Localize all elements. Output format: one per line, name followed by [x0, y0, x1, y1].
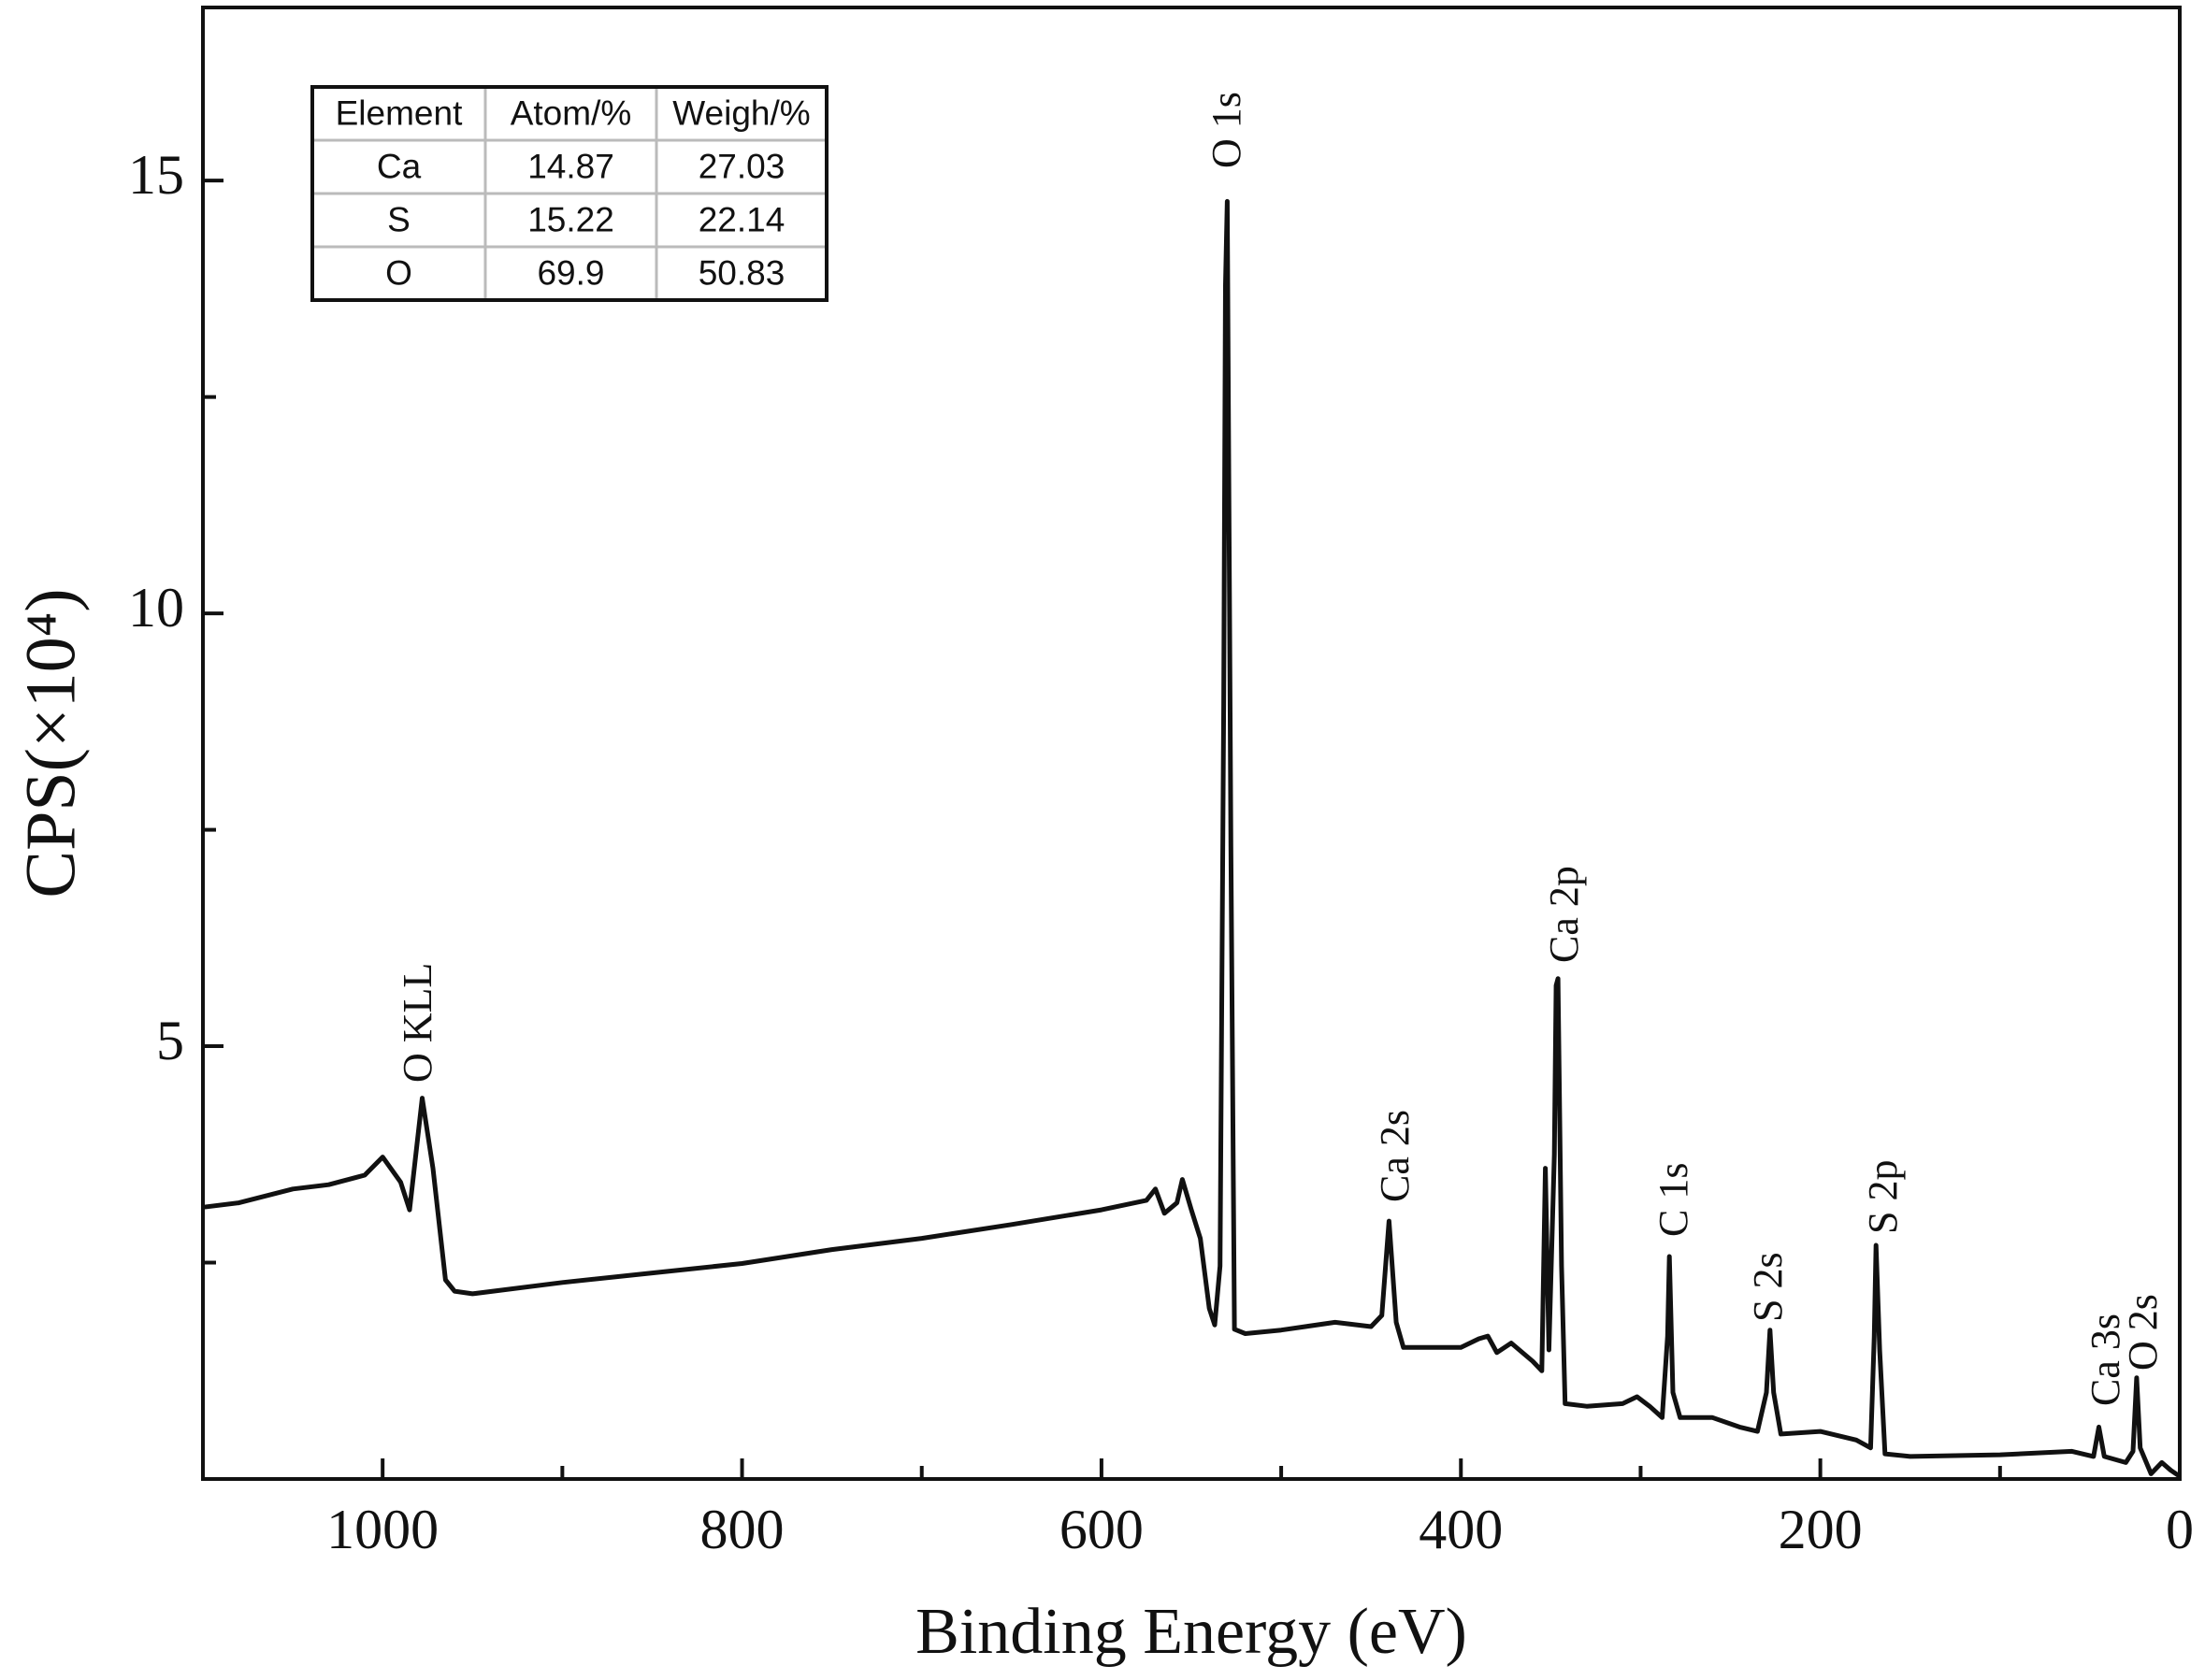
x-tick-label: 1000: [326, 1499, 439, 1560]
x-tick-label: 0: [2166, 1499, 2194, 1560]
table-border: [310, 85, 829, 302]
table-cell: Ca: [377, 147, 422, 185]
table-cell: 50.83: [699, 253, 785, 292]
y-axis-title: CPS(×10⁴): [11, 588, 90, 897]
peak-label: O 1s: [1203, 92, 1249, 168]
table-cell: 14.87: [527, 147, 614, 185]
table-cell: 22.14: [699, 200, 785, 238]
y-tick-label: 15: [128, 144, 184, 206]
x-tick-label: 200: [1779, 1499, 1863, 1560]
spectrum-line: [202, 198, 2182, 1479]
table-cell: 15.22: [527, 200, 614, 238]
peak-label: O KLL: [395, 963, 440, 1083]
peak-label: O 2s: [2120, 1294, 2166, 1371]
table-cell: 69.9: [537, 253, 604, 292]
peak-label: S 2p: [1860, 1160, 1906, 1234]
table-cell: 27.03: [699, 147, 785, 185]
table-header: Element: [336, 93, 463, 132]
y-tick-label: 5: [156, 1010, 184, 1071]
plot-frame: [201, 6, 2182, 1481]
peak-label: S 2s: [1745, 1252, 1791, 1322]
table-header: Weigh/%: [672, 93, 810, 132]
x-axis-title: Binding Energy (eV): [915, 1596, 1467, 1668]
x-tick-label: 600: [1059, 1499, 1144, 1560]
x-tick-label: 400: [1419, 1499, 1503, 1560]
table-cell: S: [387, 200, 411, 238]
peak-label: Ca 3s: [2082, 1314, 2128, 1406]
x-tick-label: 800: [700, 1499, 785, 1560]
table-cell: O: [385, 253, 412, 292]
peak-label: C 1s: [1650, 1163, 1696, 1237]
peak-label: Ca 2s: [1372, 1110, 1418, 1202]
table-header: Atom/%: [511, 93, 632, 132]
y-tick-label: 10: [128, 577, 184, 639]
peak-label: Ca 2p: [1541, 866, 1587, 963]
